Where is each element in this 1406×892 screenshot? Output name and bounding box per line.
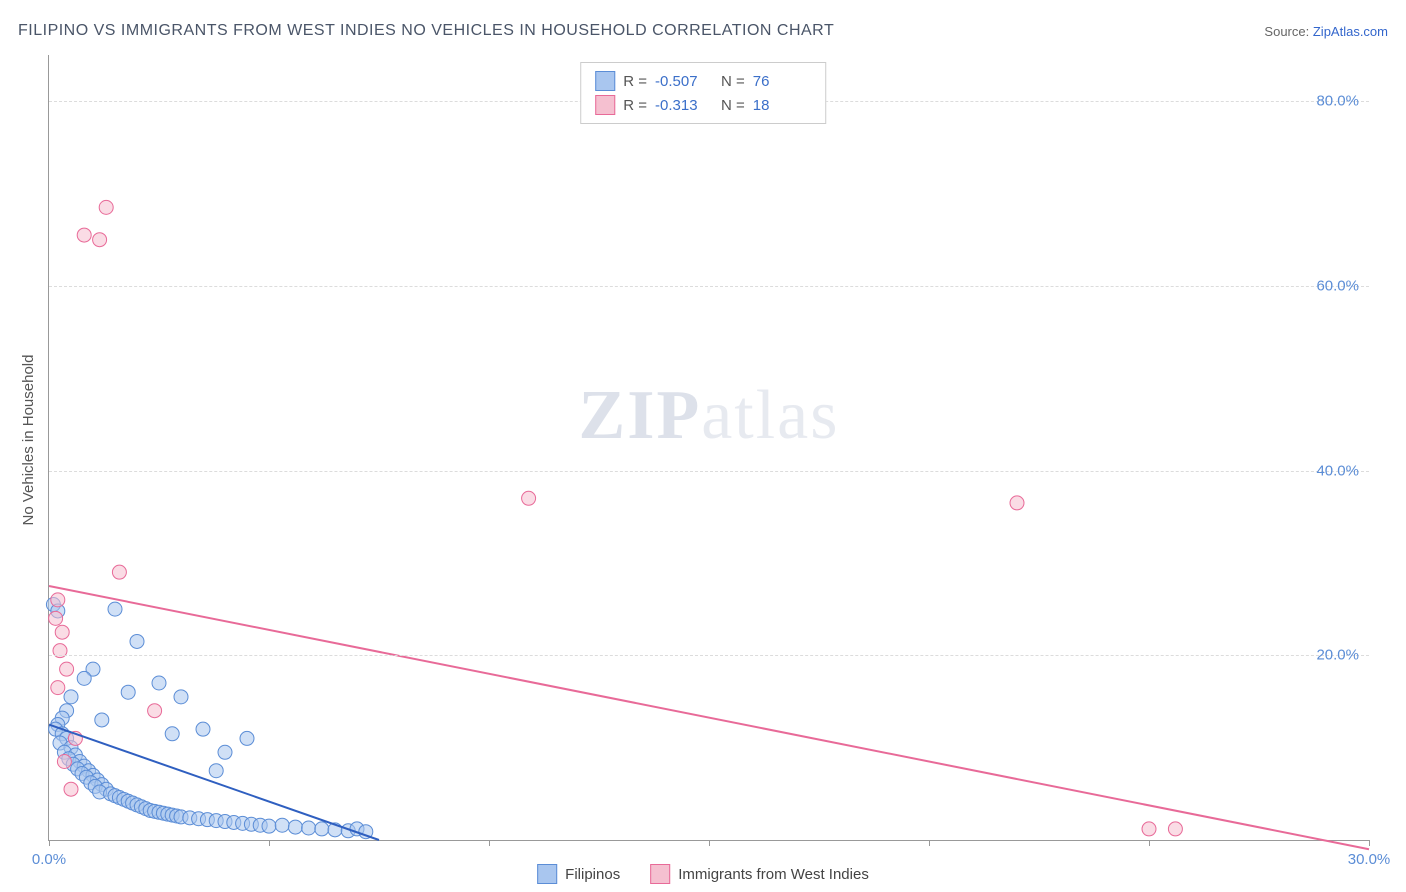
data-point — [262, 819, 276, 833]
legend-label-0: Filipinos — [565, 866, 620, 883]
y-axis-label: No Vehicles in Household — [20, 355, 37, 526]
data-point — [130, 634, 144, 648]
n-value-0: 76 — [753, 73, 811, 90]
data-point — [95, 713, 109, 727]
data-point — [57, 755, 71, 769]
ytick-label: 60.0% — [1316, 277, 1359, 294]
data-point — [99, 200, 113, 214]
data-point — [51, 681, 65, 695]
xtick — [1149, 840, 1150, 846]
data-point — [209, 764, 223, 778]
data-point — [60, 662, 74, 676]
xtick — [709, 840, 710, 846]
data-point — [121, 685, 135, 699]
xtick — [269, 840, 270, 846]
source-link[interactable]: ZipAtlas.com — [1313, 24, 1388, 39]
legend-swatch-0 — [537, 864, 557, 884]
trend-line — [49, 586, 1369, 849]
source-attribution: Source: ZipAtlas.com — [1264, 24, 1388, 39]
plot-area: ZIPatlas 20.0%40.0%60.0%80.0%0.0%30.0% — [48, 55, 1369, 841]
swatch-series-1 — [595, 95, 615, 115]
data-point — [1142, 822, 1156, 836]
source-label: Source: — [1264, 24, 1309, 39]
data-point — [112, 565, 126, 579]
gridline-h — [49, 471, 1369, 472]
gridline-h — [49, 286, 1369, 287]
data-point — [108, 602, 122, 616]
r-value-0: -0.507 — [655, 73, 713, 90]
xtick-label: 30.0% — [1348, 851, 1391, 868]
data-point — [148, 704, 162, 718]
data-point — [55, 625, 69, 639]
data-point — [49, 611, 63, 625]
data-point — [196, 722, 210, 736]
stats-legend: R = -0.507 N = 76 R = -0.313 N = 18 — [580, 62, 826, 124]
data-point — [165, 727, 179, 741]
data-point — [93, 233, 107, 247]
data-point — [174, 690, 188, 704]
series-legend: Filipinos Immigrants from West Indies — [537, 864, 869, 884]
data-point — [288, 820, 302, 834]
swatch-series-0 — [595, 71, 615, 91]
data-point — [64, 782, 78, 796]
xtick — [49, 840, 50, 846]
n-label: N = — [721, 97, 745, 114]
legend-item-1: Immigrants from West Indies — [650, 864, 869, 884]
n-value-1: 18 — [753, 97, 811, 114]
xtick — [489, 840, 490, 846]
data-point — [51, 593, 65, 607]
stats-row-series-1: R = -0.313 N = 18 — [595, 93, 811, 117]
data-point — [77, 671, 91, 685]
n-label: N = — [721, 73, 745, 90]
legend-item-0: Filipinos — [537, 864, 620, 884]
data-point — [152, 676, 166, 690]
data-point — [77, 228, 91, 242]
data-point — [275, 818, 289, 832]
data-point — [315, 822, 329, 836]
data-point — [240, 731, 254, 745]
r-label: R = — [623, 73, 647, 90]
ytick-label: 80.0% — [1316, 93, 1359, 110]
legend-label-1: Immigrants from West Indies — [678, 866, 869, 883]
data-point — [1168, 822, 1182, 836]
legend-swatch-1 — [650, 864, 670, 884]
r-label: R = — [623, 97, 647, 114]
data-point — [64, 690, 78, 704]
stats-row-series-0: R = -0.507 N = 76 — [595, 69, 811, 93]
data-point — [302, 821, 316, 835]
data-point — [218, 745, 232, 759]
gridline-h — [49, 655, 1369, 656]
r-value-1: -0.313 — [655, 97, 713, 114]
chart-title: FILIPINO VS IMMIGRANTS FROM WEST INDIES … — [18, 22, 834, 40]
xtick — [1369, 840, 1370, 846]
data-point — [522, 491, 536, 505]
ytick-label: 20.0% — [1316, 647, 1359, 664]
data-point — [1010, 496, 1024, 510]
xtick — [929, 840, 930, 846]
chart-svg — [49, 55, 1369, 840]
xtick-label: 0.0% — [32, 851, 66, 868]
ytick-label: 40.0% — [1316, 462, 1359, 479]
